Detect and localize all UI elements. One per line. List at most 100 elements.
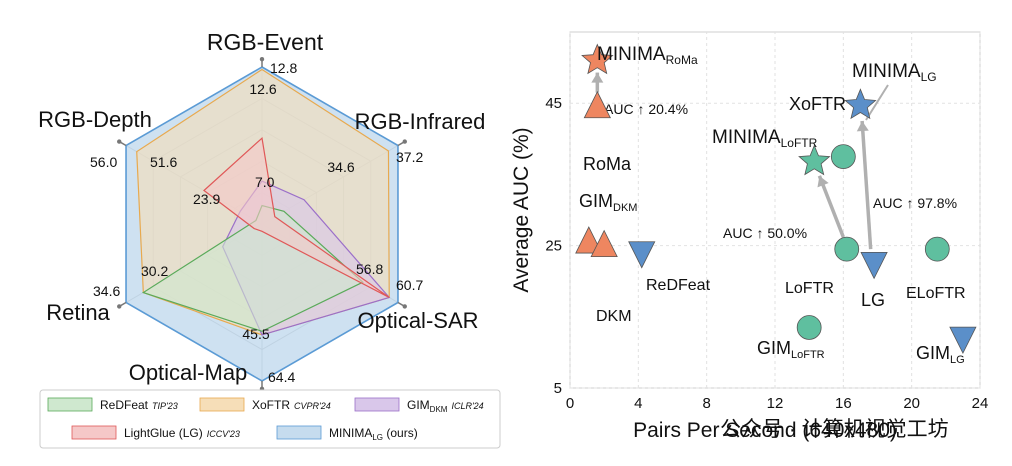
radar-max-label-2: 60.7 bbox=[396, 277, 423, 293]
legend-label-minima: MINIMALG (ours) bbox=[329, 426, 418, 442]
annotation-label-0: AUC ↑ 20.4% bbox=[604, 101, 688, 117]
legend-label-minima-tail: (ours) bbox=[383, 426, 418, 440]
scatter-label-gim-loftr: GIMLoFTR bbox=[757, 338, 825, 361]
annotation-arrow-2 bbox=[860, 120, 873, 250]
scatter-point-gim-loftr bbox=[796, 315, 822, 340]
scatter-label-roma: RoMa bbox=[583, 154, 632, 174]
scatter-label-loftr: LoFTR bbox=[785, 280, 834, 297]
scatter-label-roma-main: RoMa bbox=[583, 154, 632, 174]
legend-label-redfeat-main: ReDFeat bbox=[100, 398, 149, 412]
scatter-label-minima-lg: MINIMALG bbox=[852, 61, 937, 84]
scatter-label-lg: LG bbox=[861, 290, 885, 310]
scatter-xtick-3: 12 bbox=[767, 395, 784, 412]
radar-value-label-2: 56.8 bbox=[356, 261, 383, 277]
radar-axis-label-rgb-event: RGB-Event bbox=[207, 29, 324, 55]
scatter-label-gim-lg: GIMLG bbox=[916, 343, 965, 366]
scatter-ytick-2: 45 bbox=[545, 95, 562, 112]
scatter-label-gim-dkm: GIMDKM bbox=[579, 191, 637, 214]
radar-axis-arrowhead-4 bbox=[117, 304, 122, 309]
radar-axis-label-rgb-infrared: RGB-Infrared bbox=[355, 109, 486, 134]
annotation-arrowhead-0 bbox=[591, 72, 604, 83]
legend-venue-redfeat: TIP'23 bbox=[152, 401, 178, 411]
annotation-arrowhead-1 bbox=[817, 175, 829, 188]
radar-value-label-5: 51.6 bbox=[150, 154, 177, 170]
legend-label-gim-sub: DKM bbox=[430, 405, 448, 414]
legend-label-redfeat: ReDFeat TIP'23 bbox=[100, 398, 178, 412]
radar-axis-arrowhead-0 bbox=[259, 56, 265, 62]
scatter-point-xoftr bbox=[830, 144, 856, 170]
watermark-text: 公众号 · 计算机视觉工坊 bbox=[720, 418, 949, 441]
radar-series-lightglue bbox=[203, 136, 390, 298]
scatter-label-minima-roma-sub: RoMa bbox=[666, 53, 698, 67]
scatter-xtick-0: 0 bbox=[566, 395, 574, 412]
scatter-xtick-6: 24 bbox=[972, 395, 989, 412]
legend-label-gim-main: GIM bbox=[407, 398, 430, 412]
legend-swatch-redfeat bbox=[47, 397, 93, 412]
legend-venue-xoftr: CVPR'24 bbox=[294, 401, 331, 411]
legend-label-lightglue: LightGlue (LG) ICCV'23 bbox=[124, 426, 240, 440]
scatter-label-xoftr-main: XoFTR bbox=[789, 94, 846, 114]
annotation-arrow-1 bbox=[817, 175, 845, 238]
radar-value-label-7: 23.9 bbox=[193, 191, 220, 207]
radar-max-label-5: 56.0 bbox=[90, 154, 117, 170]
scatter-xtick-1: 4 bbox=[634, 395, 642, 412]
scatter-label-dkm-main: DKM bbox=[596, 308, 632, 325]
scatter-xtick-5: 20 bbox=[903, 395, 920, 412]
scatter-point-lg bbox=[860, 251, 888, 280]
legend-label-gim: GIMDKM ICLR'24 bbox=[407, 398, 484, 414]
legend-label-minima-sub: LG bbox=[372, 433, 383, 442]
scatter-point-minima-loftr bbox=[798, 144, 831, 176]
scatter-point-roma bbox=[583, 90, 611, 119]
scatter-point-minima-lg bbox=[844, 88, 877, 120]
legend-venue-lightglue: ICCV'23 bbox=[207, 429, 240, 439]
scatter-label-gim-dkm-main: GIM bbox=[579, 191, 613, 211]
radar-value-label-4: 30.2 bbox=[141, 263, 168, 279]
radar-axis-arrowhead-1 bbox=[402, 139, 407, 144]
scatter-label-gim-loftr-main: GIM bbox=[757, 338, 791, 358]
scatter-chart: 0 4 8 12 16 20 24 5 25 45 Pairs Per Second (640x48… bbox=[510, 31, 989, 442]
scatter-label-minima-lg-main: MINIMA bbox=[852, 61, 921, 82]
radar-legend: ReDFeat TIP'23 XoFTR CVPR'24 GIMDKM ICLR'24 Li… bbox=[39, 389, 501, 449]
annotation-label-1: AUC ↑ 50.0% bbox=[723, 225, 807, 241]
legend-swatch-xoftr bbox=[199, 397, 245, 412]
legend-venue-gim: ICLR'24 bbox=[451, 401, 483, 411]
radar-axis-arrowhead-2 bbox=[402, 304, 407, 309]
radar-axis-arrowhead-5 bbox=[117, 139, 122, 144]
scatter-label-eloftr: ELoFTR bbox=[906, 285, 966, 302]
radar-chart: RGB-Event RGB-Infrared Optical-SAR Optical-… bbox=[38, 29, 486, 392]
scatter-point-redfeat bbox=[628, 241, 656, 269]
scatter-point-minima-roma bbox=[581, 43, 614, 75]
minima-lg-pointer-line bbox=[865, 84, 889, 121]
legend-swatch-gim bbox=[354, 397, 400, 412]
scatter-label-gim-loftr-sub: LoFTR bbox=[791, 349, 825, 361]
scatter-ylabel: Average AUC (%) bbox=[510, 127, 533, 292]
scatter-label-eloftr-main: ELoFTR bbox=[906, 285, 966, 302]
scatter-label-gim-lg-main: GIM bbox=[916, 343, 950, 363]
scatter-point-loftr bbox=[834, 236, 860, 262]
scatter-point-gim-lg bbox=[949, 326, 977, 355]
annotation-arrowhead-2 bbox=[856, 121, 869, 132]
legend-swatch-lightglue bbox=[71, 425, 117, 440]
legend-label-xoftr: XoFTR CVPR'24 bbox=[252, 398, 331, 412]
scatter-xlabel: Pairs Per Second (640x480) bbox=[633, 419, 897, 442]
scatter-label-minima-loftr-sub: LoFTR bbox=[781, 136, 818, 150]
scatter-point-gim-dkm bbox=[575, 226, 603, 254]
scatter-label-redfeat-main: ReDFeat bbox=[646, 277, 711, 294]
legend-label-minima-main: MINIMA bbox=[329, 426, 372, 440]
radar-value-label-3: 45.5 bbox=[242, 326, 269, 342]
legend-swatch-minima bbox=[276, 425, 322, 440]
radar-axis-label-rgb-depth: RGB-Depth bbox=[38, 107, 152, 132]
scatter-label-xoftr: XoFTR bbox=[789, 94, 846, 114]
scatter-label-loftr-main: LoFTR bbox=[785, 280, 834, 297]
annotation-label-2: AUC ↑ 97.8% bbox=[873, 195, 957, 211]
scatter-xtick-2: 8 bbox=[702, 395, 710, 412]
radar-axis-label-optical-sar: Optical-SAR bbox=[357, 308, 478, 333]
scatter-label-gim-lg-sub: LG bbox=[950, 354, 965, 366]
radar-max-label-4: 34.6 bbox=[93, 283, 120, 299]
scatter-ytick-1: 25 bbox=[545, 238, 562, 255]
scatter-label-minima-loftr-main: MINIMA bbox=[712, 127, 781, 148]
radar-axis-label-retina: Retina bbox=[46, 300, 110, 325]
radar-max-label-3: 64.4 bbox=[268, 369, 295, 385]
scatter-point-dkm bbox=[590, 229, 618, 258]
